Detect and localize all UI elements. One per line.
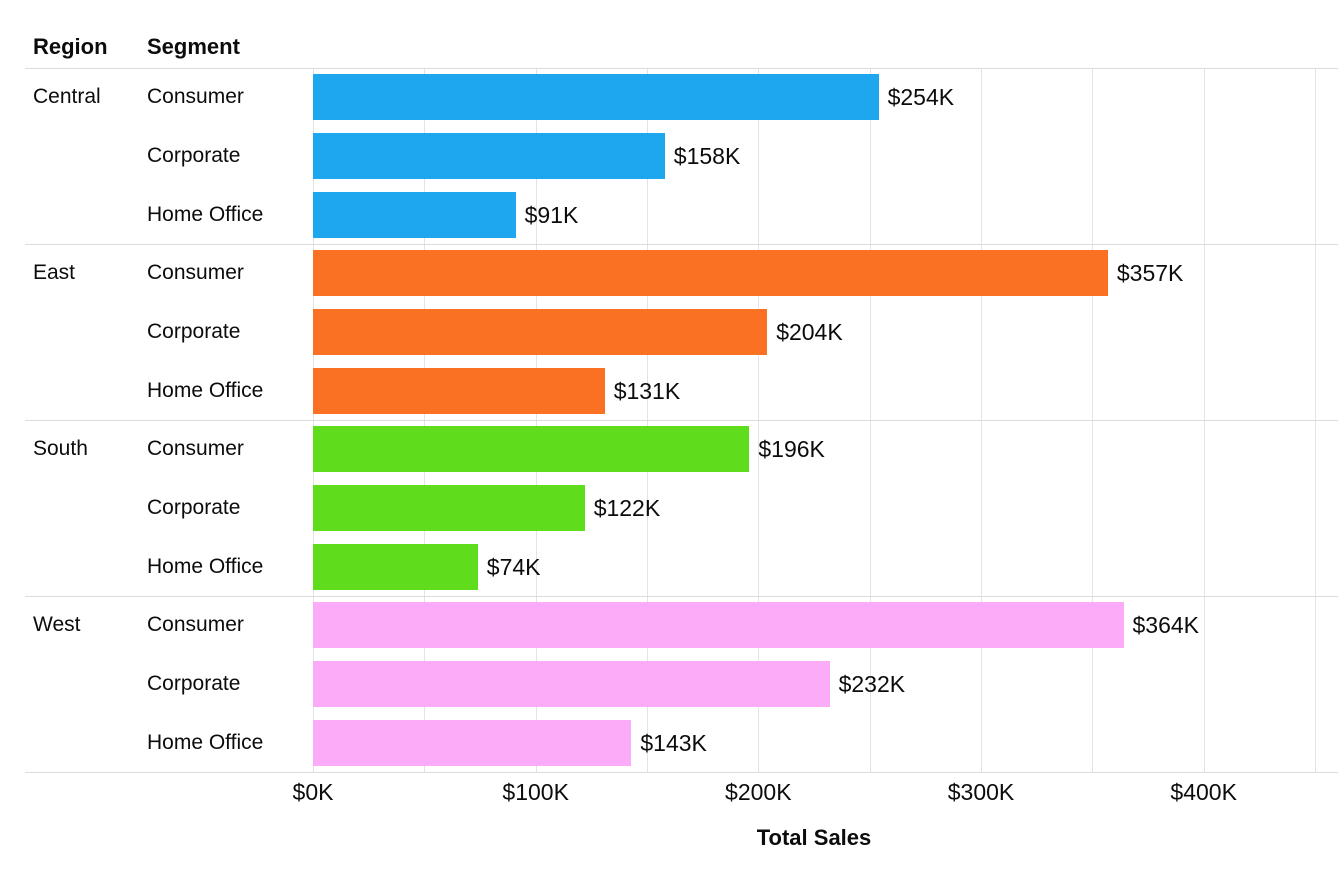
x-tick-label: $400K — [1170, 779, 1237, 805]
group-divider — [25, 244, 1338, 245]
sales-bar-south-consumer[interactable] — [313, 426, 750, 473]
group-divider — [25, 420, 1338, 421]
bar-value-label: $364K — [1132, 612, 1200, 639]
bar-value-label: $357K — [1116, 260, 1184, 287]
sales-bar-south-corporate[interactable] — [313, 485, 585, 531]
bar-value-label: $196K — [758, 436, 825, 463]
segment-label: Consumer — [147, 613, 244, 637]
segment-column-header: Segment — [147, 34, 240, 59]
bar-value-label: $143K — [640, 729, 707, 756]
segment-label: Home Office — [147, 554, 264, 578]
sales-bar-south-home-office[interactable] — [313, 543, 478, 590]
group-divider — [25, 596, 1338, 597]
sales-bar-central-corporate[interactable] — [313, 133, 665, 179]
x-axis-title: Total Sales — [756, 825, 872, 850]
sales-bar-west-corporate[interactable] — [313, 661, 830, 707]
bar-value-label: $158K — [673, 143, 741, 169]
segment-label: Corporate — [147, 496, 241, 519]
region-label: South — [33, 437, 88, 461]
segment-label: Home Office — [147, 378, 264, 402]
sales-bar-west-home-office[interactable] — [313, 719, 632, 766]
x-tick-label: $0K — [292, 779, 334, 805]
region-label: Central — [33, 85, 101, 109]
sales-bar-east-consumer[interactable] — [313, 250, 1108, 297]
header-divider — [25, 68, 1338, 69]
segment-label: Home Office — [147, 730, 264, 754]
segment-label: Corporate — [147, 320, 241, 343]
region-column-header: Region — [33, 34, 108, 59]
bar-value-label: $204K — [776, 319, 843, 345]
segment-label: Consumer — [147, 85, 244, 109]
sales-bar-east-home-office[interactable] — [313, 367, 605, 414]
x-tick-label: $100K — [502, 779, 569, 805]
segment-label: Consumer — [147, 261, 244, 285]
bar-value-label: $254K — [887, 84, 955, 111]
sales-bar-west-consumer[interactable] — [313, 602, 1124, 649]
segment-label: Corporate — [147, 672, 241, 695]
segment-label: Home Office — [147, 202, 264, 226]
sales-bar-east-corporate[interactable] — [313, 309, 768, 355]
x-tick-label: $200K — [725, 779, 792, 805]
bar-value-label: $131K — [613, 377, 681, 404]
x-axis-line — [25, 772, 1338, 773]
bar-value-label: $91K — [524, 201, 579, 228]
segment-label: Corporate — [147, 144, 241, 167]
x-tick-label: $300K — [947, 779, 1015, 805]
sales-bar-central-consumer[interactable] — [313, 74, 879, 121]
segment-label: Consumer — [147, 437, 244, 461]
bar-value-label: $74K — [486, 553, 541, 580]
bar-value-label: $232K — [838, 671, 906, 697]
bar-value-label: $122K — [593, 495, 661, 521]
region-label: West — [33, 613, 81, 637]
region-label: East — [33, 261, 76, 285]
sales-bar-central-home-office[interactable] — [313, 191, 516, 238]
